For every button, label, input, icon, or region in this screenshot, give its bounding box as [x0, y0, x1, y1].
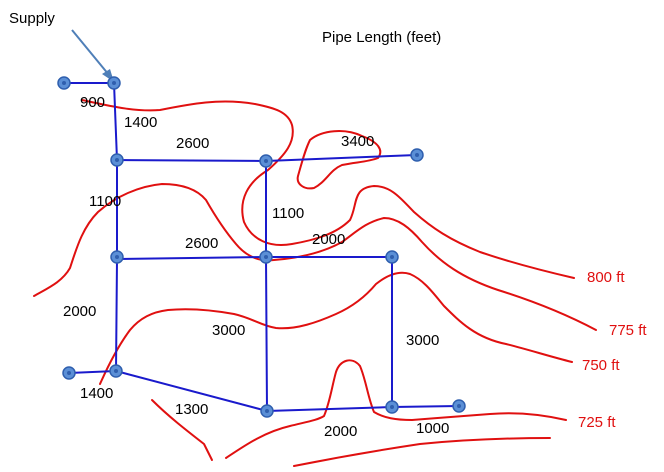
- node-east-top: [410, 148, 424, 162]
- pipe-3000-mid: [265, 256, 268, 412]
- node-west-top: [57, 76, 71, 90]
- contour-label-800: 800 ft: [587, 269, 625, 286]
- supply-label: Supply: [9, 10, 55, 27]
- length-label-1100-left: 1100: [89, 193, 121, 210]
- node-east-bottom: [452, 399, 466, 413]
- length-label-1400-bottom: 1400: [80, 385, 113, 402]
- pipe-2000-bottom: [266, 406, 393, 412]
- supply-arrow-shaft: [71, 29, 110, 76]
- contour-label-725: 725 ft: [578, 414, 616, 431]
- node-h: [385, 400, 399, 414]
- length-label-1100-mid: 1100: [272, 205, 304, 222]
- pipe-2600-top: [116, 159, 267, 162]
- pipe-length-labels: 900 1400 2600 3400 1100 1100 2600 2000 2…: [63, 94, 449, 440]
- node-f: [109, 364, 123, 378]
- contour-label-750: 750 ft: [582, 357, 620, 374]
- node-b: [259, 154, 273, 168]
- contour-label-775: 775 ft: [609, 322, 647, 339]
- pipe-network: [63, 82, 460, 412]
- node-west-bottom: [62, 366, 76, 380]
- length-label-2000-right: 2000: [312, 231, 345, 248]
- node-g: [260, 404, 274, 418]
- length-label-2000-bottom: 2000: [324, 423, 357, 440]
- contour-725-valley: [225, 359, 567, 459]
- pipe-1300: [115, 370, 268, 412]
- contour-800-island: [296, 130, 382, 190]
- node-e: [385, 250, 399, 264]
- node-c: [110, 250, 124, 264]
- contour-750: [99, 271, 573, 385]
- length-label-1000: 1000: [416, 420, 449, 437]
- length-label-3000-right: 3000: [406, 332, 439, 349]
- node-supply: [107, 76, 121, 90]
- pipe-3400: [265, 154, 418, 162]
- length-label-3000-mid: 3000: [212, 322, 245, 339]
- length-label-2000-left: 2000: [63, 303, 96, 320]
- pipe-1000: [391, 405, 460, 408]
- length-label-900: 900: [80, 94, 105, 111]
- length-label-1400-top: 1400: [124, 114, 157, 131]
- pipe-2600-mid: [116, 256, 267, 260]
- length-label-1300: 1300: [175, 401, 208, 418]
- pipe-1400-top: [113, 82, 118, 161]
- contour-725-lower: [293, 437, 551, 467]
- length-label-2600-top: 2600: [176, 135, 209, 152]
- length-label-2600-mid: 2600: [185, 235, 218, 252]
- pipe-nodes: [57, 76, 466, 418]
- contour-800-left: [81, 99, 575, 279]
- pipe-1400-bottom: [68, 370, 117, 374]
- node-a: [110, 153, 124, 167]
- diagram-title: Pipe Length (feet): [322, 29, 441, 46]
- length-label-3400: 3400: [341, 133, 374, 150]
- pipe-2000-left: [115, 258, 118, 372]
- contour-725-main: [151, 399, 213, 461]
- node-d: [259, 250, 273, 264]
